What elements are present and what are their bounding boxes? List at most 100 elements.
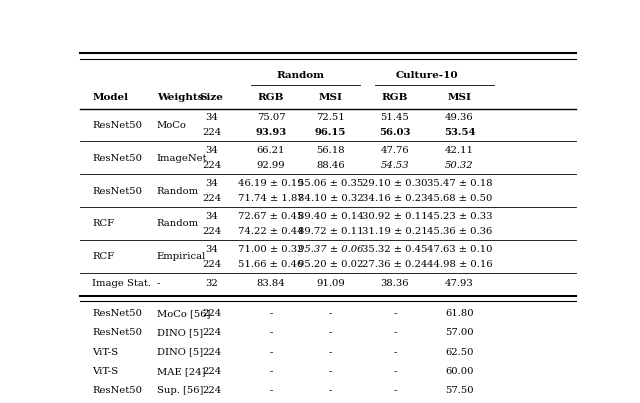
Text: RCF: RCF [92, 252, 115, 262]
Text: -: - [329, 328, 332, 337]
Text: Size: Size [200, 93, 223, 102]
Text: ResNet50: ResNet50 [92, 187, 143, 195]
Text: MoCo [56]: MoCo [56] [157, 309, 211, 318]
Text: RGB: RGB [381, 93, 408, 102]
Text: Random: Random [157, 220, 199, 229]
Text: 45.36 ± 0.36: 45.36 ± 0.36 [427, 227, 492, 236]
Text: 34: 34 [205, 212, 218, 221]
Text: DINO [5]: DINO [5] [157, 348, 203, 357]
Text: Empirical: Empirical [157, 252, 206, 262]
Text: 71.00 ± 0.32: 71.00 ± 0.32 [238, 245, 304, 254]
Text: 35.47 ± 0.18: 35.47 ± 0.18 [427, 179, 492, 188]
Text: DINO [5]: DINO [5] [157, 328, 203, 337]
Text: 45.68 ± 0.50: 45.68 ± 0.50 [427, 194, 492, 203]
Text: Image Stat.: Image Stat. [92, 279, 152, 289]
Text: 57.50: 57.50 [445, 386, 474, 395]
Text: Sup. [56]: Sup. [56] [157, 386, 204, 395]
Text: -: - [393, 328, 397, 337]
Text: 84.10 ± 0.32: 84.10 ± 0.32 [298, 194, 364, 203]
Text: 38.36: 38.36 [381, 279, 409, 289]
Text: 88.46: 88.46 [316, 161, 345, 170]
Text: 83.84: 83.84 [257, 279, 285, 289]
Text: Culture-10: Culture-10 [396, 71, 458, 80]
Text: 224: 224 [202, 227, 221, 236]
Text: 224: 224 [202, 309, 221, 318]
Text: -: - [329, 309, 332, 318]
Text: 224: 224 [202, 260, 221, 269]
Text: 66.21: 66.21 [257, 146, 285, 155]
Text: 62.50: 62.50 [445, 348, 474, 357]
Text: 34: 34 [205, 245, 218, 254]
Text: -: - [393, 348, 397, 357]
Text: 50.32: 50.32 [445, 161, 474, 170]
Text: ResNet50: ResNet50 [92, 328, 143, 337]
Text: Model: Model [92, 93, 129, 102]
Text: 71.74 ± 1.87: 71.74 ± 1.87 [238, 194, 304, 203]
Text: -: - [393, 386, 397, 395]
Text: 89.72 ± 0.11: 89.72 ± 0.11 [298, 227, 364, 236]
Text: 56.03: 56.03 [380, 128, 411, 137]
Text: 224: 224 [202, 328, 221, 337]
Text: 34: 34 [205, 179, 218, 188]
Text: Weights: Weights [157, 93, 204, 102]
Text: Random: Random [157, 187, 199, 195]
Text: 53.54: 53.54 [444, 128, 475, 137]
Text: 47.76: 47.76 [381, 146, 409, 155]
Text: 72.51: 72.51 [316, 113, 345, 123]
Text: 92.99: 92.99 [257, 161, 285, 170]
Text: -: - [269, 309, 273, 318]
Text: -: - [269, 367, 273, 376]
Text: 34.16 ± 0.23: 34.16 ± 0.23 [362, 194, 428, 203]
Text: 55.06 ± 0.35: 55.06 ± 0.35 [298, 179, 363, 188]
Text: 47.63 ± 0.10: 47.63 ± 0.10 [427, 245, 492, 254]
Text: 91.09: 91.09 [316, 279, 345, 289]
Text: Random: Random [276, 71, 324, 80]
Text: 54.53: 54.53 [381, 161, 409, 170]
Text: 51.45: 51.45 [381, 113, 410, 123]
Text: -: - [393, 309, 397, 318]
Text: -: - [157, 279, 160, 289]
Text: 61.80: 61.80 [445, 309, 474, 318]
Text: 57.00: 57.00 [445, 328, 474, 337]
Text: RGB: RGB [258, 93, 284, 102]
Text: 224: 224 [202, 128, 221, 137]
Text: 34: 34 [205, 113, 218, 123]
Text: 42.11: 42.11 [445, 146, 474, 155]
Text: MSI: MSI [319, 93, 342, 102]
Text: MAE [24]: MAE [24] [157, 367, 205, 376]
Text: RCF: RCF [92, 220, 115, 229]
Text: 44.98 ± 0.16: 44.98 ± 0.16 [427, 260, 492, 269]
Text: 32: 32 [205, 279, 218, 289]
Text: 93.93: 93.93 [255, 128, 287, 137]
Text: MSI: MSI [447, 93, 472, 102]
Text: 31.19 ± 0.21: 31.19 ± 0.21 [362, 227, 428, 236]
Text: -: - [269, 328, 273, 337]
Text: -: - [269, 386, 273, 395]
Text: ResNet50: ResNet50 [92, 386, 143, 395]
Text: -: - [329, 348, 332, 357]
Text: -: - [393, 367, 397, 376]
Text: -: - [269, 348, 273, 357]
Text: ViT-S: ViT-S [92, 367, 118, 376]
Text: ResNet50: ResNet50 [92, 154, 143, 163]
Text: 89.40 ± 0.14: 89.40 ± 0.14 [298, 212, 364, 221]
Text: 30.92 ± 0.11: 30.92 ± 0.11 [362, 212, 428, 221]
Text: 45.23 ± 0.33: 45.23 ± 0.33 [427, 212, 492, 221]
Text: ResNet50: ResNet50 [92, 309, 143, 318]
Text: 224: 224 [202, 161, 221, 170]
Text: 46.19 ± 0.19: 46.19 ± 0.19 [238, 179, 304, 188]
Text: ViT-S: ViT-S [92, 348, 118, 357]
Text: 224: 224 [202, 386, 221, 395]
Text: 74.22 ± 0.44: 74.22 ± 0.44 [238, 227, 304, 236]
Text: 60.00: 60.00 [445, 367, 474, 376]
Text: 224: 224 [202, 194, 221, 203]
Text: 95.37 ± 0.06: 95.37 ± 0.06 [298, 245, 364, 254]
Text: ResNet50: ResNet50 [92, 121, 143, 130]
Text: 96.15: 96.15 [315, 128, 346, 137]
Text: 95.20 ± 0.02: 95.20 ± 0.02 [298, 260, 363, 269]
Text: 224: 224 [202, 367, 221, 376]
Text: 75.07: 75.07 [257, 113, 285, 123]
Text: 35.32 ± 0.45: 35.32 ± 0.45 [362, 245, 428, 254]
Text: 51.66 ± 0.46: 51.66 ± 0.46 [238, 260, 303, 269]
Text: MoCo: MoCo [157, 121, 187, 130]
